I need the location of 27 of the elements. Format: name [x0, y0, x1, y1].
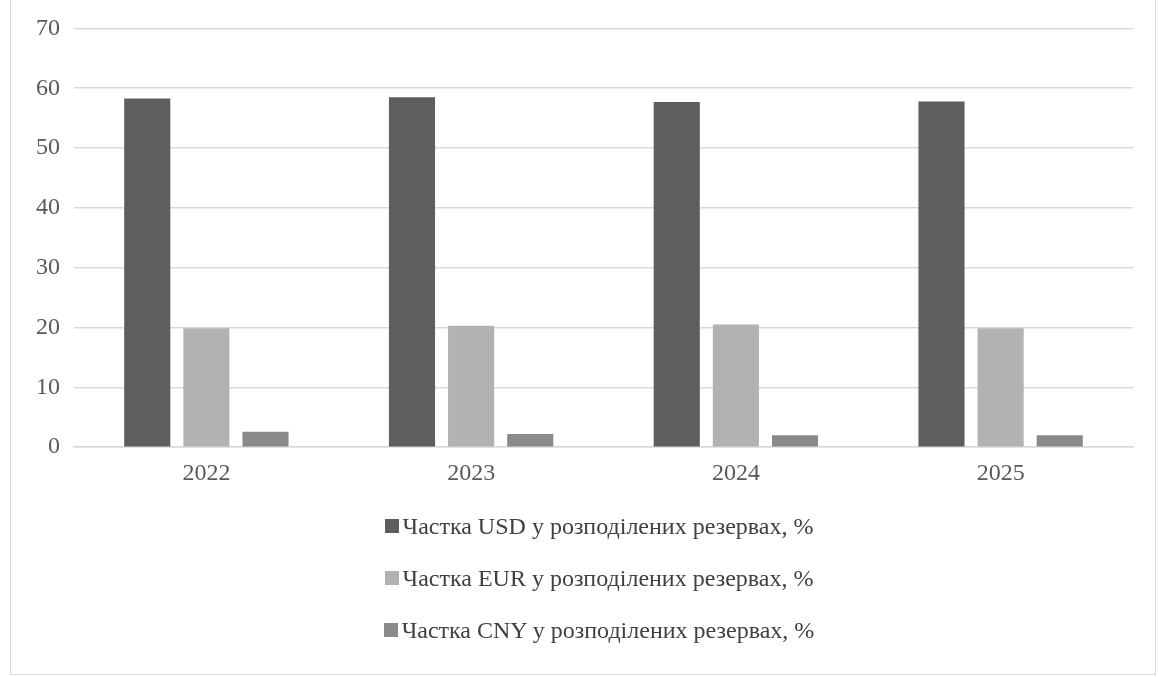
x-tick-label: 2024: [711, 458, 760, 485]
legend-label: Частка EUR у розподілених резервах, %: [402, 564, 814, 592]
legend-label: Частка CNY у розподілених резервах, %: [401, 616, 815, 644]
y-tick-label: 30: [36, 253, 60, 280]
bar: [388, 97, 436, 447]
y-tick-label: 20: [36, 312, 60, 339]
y-tick-label: 50: [36, 133, 60, 160]
bar: [653, 101, 700, 447]
bar: [918, 101, 965, 447]
legend-label: Частка USD у розподілених резервах, %: [402, 512, 814, 540]
y-tick-label: 0: [48, 432, 60, 459]
y-tick-label: 70: [36, 13, 60, 40]
y-tick-label: 40: [36, 193, 60, 220]
bar: [712, 324, 759, 447]
bar: [771, 435, 819, 447]
bar: [124, 98, 171, 447]
bar: [507, 434, 554, 447]
x-tick-label: 2022: [182, 458, 231, 485]
bar: [1036, 435, 1083, 447]
x-tick-label: 2023: [447, 458, 496, 485]
bar: [183, 328, 230, 447]
bar: [242, 431, 289, 447]
bar: [448, 325, 495, 447]
y-tick-label: 10: [36, 372, 60, 399]
bar: [977, 328, 1024, 447]
x-tick-label: 2025: [976, 458, 1025, 485]
y-tick-label: 60: [36, 73, 60, 100]
